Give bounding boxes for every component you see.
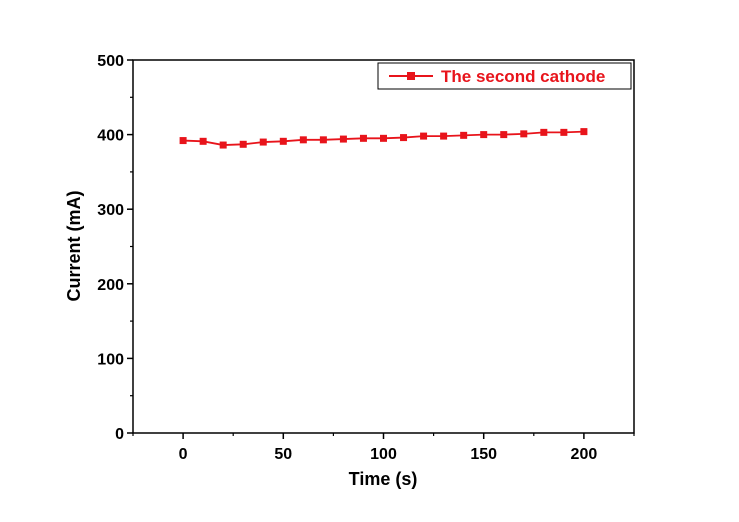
x-tick-label: 200: [571, 446, 598, 463]
data-point: [259, 138, 267, 146]
data-point: [520, 130, 528, 138]
y-axis-title: Current (mA): [64, 190, 84, 301]
y-tick-label: 500: [97, 53, 124, 70]
data-point: [319, 136, 327, 144]
y-tick-label: 0: [115, 426, 124, 443]
y-axis: 0 100 200 300 400 500: [97, 53, 133, 443]
plot-frame: [132, 59, 635, 434]
data-point: [179, 137, 187, 145]
data-point: [400, 134, 408, 142]
data-point: [580, 128, 588, 136]
data-point: [279, 137, 287, 145]
legend-marker: [407, 72, 415, 80]
y-tick-label: 400: [97, 128, 124, 145]
y-tick-label: 100: [97, 351, 124, 368]
data-point: [239, 140, 247, 148]
data-point: [440, 132, 448, 140]
legend: The second cathode: [377, 62, 632, 90]
legend-label: The second cathode: [441, 67, 605, 86]
data-point: [460, 131, 468, 139]
x-tick-label: 150: [470, 446, 497, 463]
y-tick-label: 200: [97, 277, 124, 294]
data-point: [299, 136, 307, 144]
x-axis: 0 50 100 150 200: [132, 433, 635, 463]
data-point: [420, 132, 428, 140]
x-axis-title: Time (s): [349, 469, 418, 489]
x-tick-label: 50: [274, 446, 292, 463]
data-point: [359, 134, 367, 142]
y-tick-label: 300: [97, 202, 124, 219]
series-group: [179, 128, 588, 149]
data-point: [199, 137, 207, 145]
x-tick-label: 0: [179, 446, 188, 463]
data-point: [219, 141, 227, 149]
data-point: [560, 128, 568, 136]
data-point: [540, 128, 548, 136]
data-point: [339, 135, 347, 143]
data-point: [380, 134, 387, 142]
data-point: [480, 131, 488, 139]
x-tick-label: 100: [370, 446, 397, 463]
data-point: [500, 131, 508, 139]
